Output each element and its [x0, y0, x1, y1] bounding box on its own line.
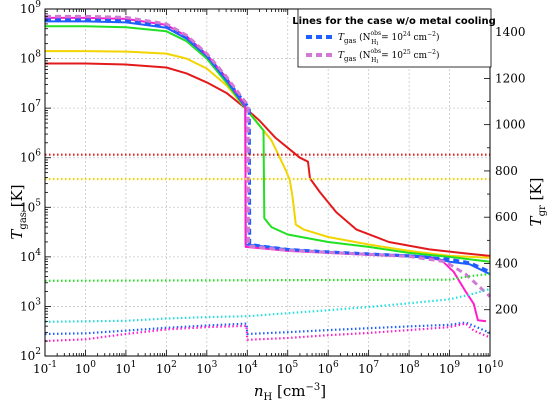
y-left-tick-label: 105 — [20, 198, 41, 214]
y-left-tick-label: 103 — [20, 297, 41, 313]
x-tick-label: 102 — [156, 360, 177, 376]
legend-title: Lines for the case w/o metal cooling — [292, 16, 496, 27]
series-line-11 — [44, 321, 491, 336]
x-tick-label: 101 — [115, 360, 136, 376]
y-left-tick-label: 109 — [20, 0, 41, 16]
y-right-tick-label: 1000 — [495, 118, 526, 132]
y-left-tick-label: 104 — [20, 248, 41, 264]
x-tick-label: 1010 — [477, 360, 504, 376]
y-left-tick-label: 106 — [20, 149, 41, 165]
series-line-9 — [44, 272, 491, 282]
series-group — [44, 14, 492, 343]
series-line-6 — [45, 14, 492, 298]
y-right-axis-label: Tgr [K] — [527, 178, 548, 227]
x-axis-label: nH [cm−3] — [254, 382, 326, 403]
y-right-tick-label: 200 — [495, 303, 518, 317]
series-line-2 — [45, 25, 491, 263]
y-left-axis-label: Tgas [K] — [8, 184, 29, 239]
plot-frame — [44, 8, 491, 357]
series-line-12 — [44, 322, 491, 343]
series-line-1 — [45, 50, 491, 259]
x-tick-label: 107 — [358, 360, 379, 376]
x-tick-label: 10-1 — [33, 360, 57, 376]
y-left-tick-label: 102 — [20, 347, 41, 363]
tick-group: 10-1 100 101 102 103 104 105 106 107 108 109 1010 10… — [20, 0, 526, 376]
y-left-tick-label: 108 — [20, 50, 41, 66]
legend-entry-label: Tgas (Nobs HI = 1025 cm−2) — [338, 48, 439, 65]
x-tick-label: 108 — [399, 360, 420, 376]
y-right-tick-label: 800 — [495, 164, 518, 178]
series-line-5 — [45, 18, 491, 274]
y-right-tick-label: 400 — [495, 256, 518, 270]
y-left-tick-label: 107 — [20, 99, 41, 115]
y-right-tick-label: 1200 — [495, 71, 526, 85]
x-tick-label: 104 — [237, 360, 258, 376]
x-tick-label: 100 — [75, 360, 96, 376]
legend-entry-label: Tgas (Nobs HI = 1024 cm−2) — [338, 30, 439, 47]
series-line-0 — [45, 62, 491, 257]
y-right-tick-label: 1400 — [495, 25, 526, 39]
y-right-tick-label: 600 — [495, 210, 518, 224]
x-tick-label: 109 — [439, 360, 460, 376]
x-tick-label: 106 — [318, 360, 339, 376]
legend: Lines for the case w/o metal cooling Tga… — [292, 8, 496, 68]
x-tick-label: 103 — [196, 360, 217, 376]
legend-entries: Tgas (Nobs HI = 1024 cm−2)Tgas (Nobs HI = … — [306, 30, 439, 65]
x-tick-label: 105 — [277, 360, 298, 376]
series-line-10 — [44, 287, 491, 323]
